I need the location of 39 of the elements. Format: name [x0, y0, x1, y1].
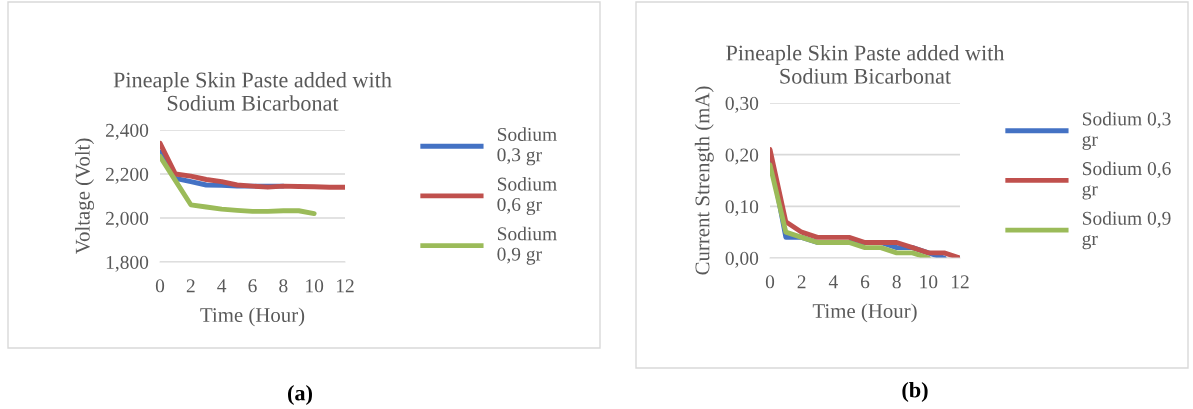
- y-tick-label: 2,200: [105, 167, 149, 184]
- x-axis-title: Time (Hour): [200, 307, 305, 327]
- line-series: [160, 140, 345, 190]
- y-tick-label: 0,10: [725, 200, 759, 217]
- y-tick-label: 2,000: [105, 211, 149, 228]
- legend-label: Sodium 0,9 gr: [497, 226, 557, 265]
- x-tick-label: 8: [279, 279, 288, 293]
- x-tick-label: 0: [765, 275, 775, 289]
- x-tick-label: 10: [920, 275, 938, 289]
- x-tick-label: 2: [797, 275, 806, 289]
- line-series: [770, 162, 931, 258]
- x-tick-label: 6: [248, 279, 257, 293]
- chart-title: Pineaple Skin Paste added with Sodium Bicarbonat: [113, 71, 392, 111]
- y-tick-label: 0,30: [725, 96, 759, 113]
- x-tick-label: 12: [336, 279, 354, 293]
- y-tick-label: 1,800: [106, 255, 149, 272]
- legend-label: Sodium 0,3 gr: [1082, 111, 1171, 150]
- line-series: [160, 153, 317, 217]
- x-tick-label: 6: [860, 275, 870, 289]
- text: (a): [288, 384, 312, 406]
- x-tick-label: 12: [951, 275, 969, 289]
- legend-label: Sodium 0,6 gr: [1082, 161, 1171, 200]
- x-axis-title: Time (Hour): [812, 303, 917, 323]
- legend-label: Sodium 0,6 gr: [497, 176, 557, 216]
- x-tick-label: 8: [892, 275, 901, 289]
- text: (b): [902, 381, 928, 403]
- x-tick-label: 0: [155, 279, 165, 293]
- y-tick-label: 0,00: [725, 251, 759, 268]
- y-tick-label: 0,20: [725, 148, 759, 165]
- y-axis-title: Voltage (Volt): [75, 138, 95, 255]
- chart-title: Pineaple Skin Paste added with Sodium Bicarbonat: [726, 44, 1005, 84]
- y-axis-title: Current Strength (mA): [694, 86, 714, 275]
- legend-label: Sodium 0,3 gr: [497, 127, 557, 166]
- x-tick-label: 2: [186, 279, 195, 293]
- x-tick-label: 4: [828, 275, 838, 289]
- legend-label: Sodium 0,9 gr: [1082, 211, 1171, 250]
- x-tick-label: 10: [306, 279, 324, 293]
- y-tick-label: 2,400: [105, 123, 149, 140]
- x-tick-label: 4: [217, 279, 227, 293]
